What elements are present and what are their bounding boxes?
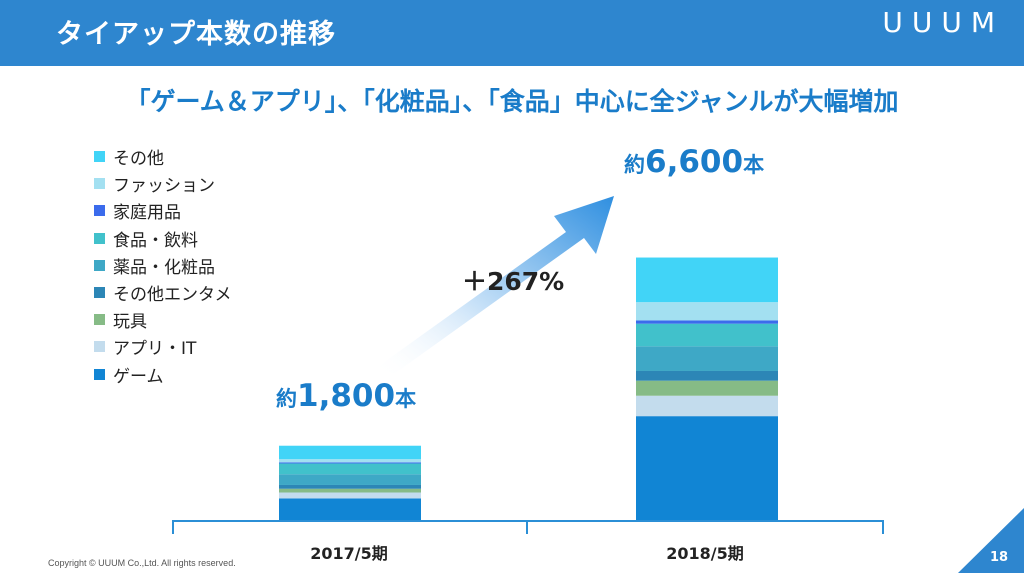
page-corner-shape	[958, 508, 1024, 573]
total-prefix: 約	[276, 387, 297, 411]
total-prefix: 約	[624, 153, 645, 177]
bar-segment-2017-1	[279, 492, 421, 499]
legend-label: アプリ・IT	[113, 339, 197, 360]
legend-label: 食品・飲料	[113, 230, 198, 251]
bar-segment-2017-8	[279, 445, 421, 460]
bar-segment-2018-3	[636, 370, 778, 381]
bar-segment-2018-5	[636, 323, 778, 347]
legend-item: 玩具	[94, 306, 232, 333]
bar-segment-2018-2	[636, 380, 778, 396]
legend-swatch	[94, 287, 105, 299]
legend-swatch	[94, 314, 105, 326]
legend-swatch	[94, 232, 105, 244]
legend-item: その他エンタメ	[94, 279, 232, 306]
uuum-logo: UUUM	[882, 6, 1004, 39]
slide-title: タイアップ本数の推移	[56, 19, 336, 50]
legend-label: その他	[113, 149, 164, 170]
legend-item: ファッション	[94, 170, 232, 197]
x-tick-label-2018: 2018/5期	[666, 544, 744, 563]
bar-segment-2017-4	[279, 474, 421, 485]
legend-label: ファッション	[113, 176, 215, 197]
bar-segment-2017-3	[279, 484, 421, 489]
legend-label: その他エンタメ	[113, 285, 232, 306]
total-label-2017: 約1,800本	[276, 378, 416, 414]
growth-label: ＋267%	[462, 267, 565, 296]
total-value: 6,600	[645, 144, 744, 180]
total-value: 1,800	[297, 378, 396, 414]
bar-segment-2018-4	[636, 346, 778, 371]
legend-swatch	[94, 151, 105, 163]
copyright-notice: Copyright © UUUM Co.,Ltd. All rights res…	[48, 558, 236, 568]
legend-label: 家庭用品	[113, 203, 181, 224]
bar-segment-2018-6	[636, 320, 778, 324]
legend: その他ファッション 家庭用品食品・飲料薬品・化粧品 その他エンタメ 玩具アプリ・IT ゲ…	[94, 143, 232, 388]
bar-segment-2018-7	[636, 302, 778, 321]
legend-item: ゲーム	[94, 361, 232, 388]
legend-swatch	[94, 259, 105, 271]
legend-item: 薬品・化粧品	[94, 252, 232, 279]
legend-item: 家庭用品	[94, 197, 232, 224]
growth-arrow	[376, 196, 614, 374]
total-label-2018: 約6,600本	[624, 144, 764, 180]
bar-segment-2017-5	[279, 463, 421, 475]
legend-swatch	[94, 205, 105, 217]
title-bar: タイアップ本数の推移 UUUM	[0, 0, 1024, 66]
x-tick-label-2017: 2017/5期	[310, 544, 388, 563]
legend-label: 薬品・化粧品	[113, 257, 215, 278]
page-number: 18	[990, 550, 1009, 565]
bar-segment-2018-8	[636, 257, 778, 303]
bar-segment-2017-0	[279, 498, 421, 521]
headline: 「ゲーム＆アプリ」、「化粧品」、「食品」中心に全ジャンルが大幅増加	[125, 87, 899, 116]
bar-segment-2018-0	[636, 416, 778, 521]
bar-segment-2017-2	[279, 488, 421, 493]
legend-item: アプリ・IT	[94, 333, 232, 360]
total-suffix: 本	[395, 387, 417, 411]
total-suffix: 本	[743, 153, 765, 177]
legend-swatch	[94, 341, 105, 353]
bar-segment-2018-1	[636, 395, 778, 417]
legend-swatch	[94, 178, 105, 190]
bar-segment-2017-6	[279, 462, 421, 464]
bar-segment-2017-7	[279, 459, 421, 463]
legend-label: ゲーム	[113, 366, 164, 387]
legend-label: 玩具	[113, 312, 147, 333]
legend-swatch	[94, 368, 105, 380]
legend-item: その他	[94, 143, 232, 170]
legend-item: 食品・飲料	[94, 225, 232, 252]
